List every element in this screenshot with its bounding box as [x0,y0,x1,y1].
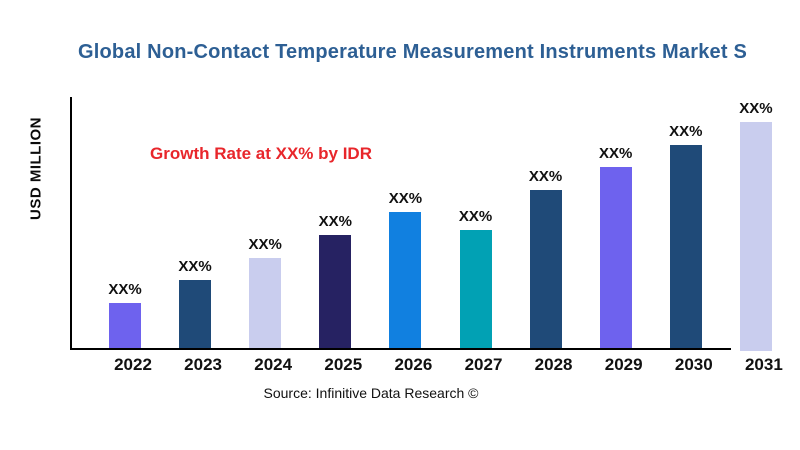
bar-2029 [599,167,632,348]
bar-2026 [389,212,422,348]
x-tick-label-2024: 2024 [254,355,293,374]
bar-2023 [179,280,212,348]
bar-2030 [669,144,702,348]
chart-title: Global Non-Contact Temperature Measureme… [78,41,748,63]
bar-value-label-2030: XX% [669,122,703,140]
y-axis-label: USD MILLION [27,117,45,220]
bar-2027 [459,230,492,348]
x-tick-label-2027: 2027 [464,355,503,374]
bar-value-label-2023: XX% [178,258,212,276]
bar-2025 [319,235,352,348]
x-tick-label-2026: 2026 [394,355,433,374]
x-tick-label-2025: 2025 [324,355,363,374]
source-caption: Source: Infinitive Data Research © [263,385,479,401]
x-axis-line [70,348,731,350]
bar-2028 [529,189,562,348]
bar-value-label-2028: XX% [528,167,563,185]
bar-2022 [109,302,141,348]
bar-2024 [249,257,282,348]
x-tick-label-2030: 2030 [674,355,713,374]
bar-value-label-2031: XX% [739,100,773,117]
growth-rate-annotation: Growth Rate at XX% by IDR [150,144,372,163]
x-tick-label-2022: 2022 [114,355,152,374]
bar-value-label-2026: XX% [388,190,423,208]
bar-value-label-2022: XX% [108,280,142,298]
bar-value-label-2025: XX% [318,213,352,230]
x-tick-label-2028: 2028 [534,355,573,374]
x-tick-label-2023: 2023 [184,355,222,374]
x-tick-label-2031: 2031 [744,355,783,374]
x-tick-label-2029: 2029 [604,355,643,374]
y-axis-line [70,97,72,350]
bar-2031 [739,122,772,351]
bar-value-label-2029: XX% [599,145,633,163]
bar-value-label-2024: XX% [248,235,282,253]
bar-value-label-2027: XX% [458,208,493,226]
